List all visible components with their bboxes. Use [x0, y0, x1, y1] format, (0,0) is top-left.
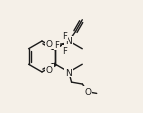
Text: F: F — [63, 32, 67, 41]
Text: O: O — [46, 40, 53, 49]
Text: N: N — [65, 37, 72, 46]
Text: O: O — [84, 88, 91, 97]
Text: N: N — [65, 68, 72, 77]
Text: O: O — [46, 65, 53, 74]
Text: F: F — [63, 46, 67, 55]
Text: F: F — [55, 41, 59, 50]
